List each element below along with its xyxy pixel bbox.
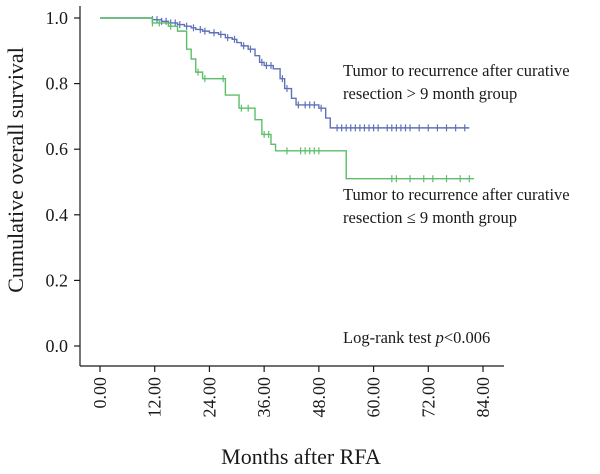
x-ticks: 0.00 12.00 24.00 36.00 48.00 60.00 72.00 84.00 (90, 366, 493, 418)
x-tick-label: 48.00 (309, 377, 329, 418)
x-tick-label: 60.00 (364, 377, 384, 418)
y-tick-label: 0.2 (46, 270, 69, 290)
log-rank-value: <0.006 (444, 328, 490, 347)
x-tick-label: 72.00 (418, 377, 438, 418)
y-tick-label: 0.0 (46, 336, 69, 356)
series-label-2: resection ≤ 9 month group (343, 208, 517, 227)
x-tick-label: 0.00 (90, 377, 110, 409)
survival-curves (100, 16, 474, 183)
y-axis-label: Cumulative overall survival (3, 47, 28, 293)
y-ticks: 0.0 0.2 0.4 0.6 0.8 1.0 (46, 8, 80, 356)
x-tick-label: 12.00 (145, 377, 165, 418)
y-tick-label: 0.6 (46, 139, 69, 159)
log-rank-prefix: Log-rank test (343, 328, 436, 347)
x-tick-label: 24.00 (199, 377, 219, 418)
y-tick-label: 1.0 (46, 8, 69, 28)
y-tick-label: 0.4 (46, 205, 69, 225)
series-label-1: resection > 9 month group (343, 84, 517, 103)
x-tick-label: 84.00 (473, 377, 493, 418)
series-label-2: Tumor to recurrence after curative (343, 185, 570, 204)
axes (79, 6, 504, 367)
x-axis-label: Months after RFA (221, 444, 381, 469)
log-rank-p: p (435, 328, 444, 347)
y-tick-label: 0.8 (46, 74, 69, 94)
survival-curve-1 (100, 17, 470, 129)
survival-curve-2 (100, 17, 474, 180)
series-labels: Tumor to recurrence after curative resect… (343, 61, 570, 227)
x-tick-label: 36.00 (254, 377, 274, 418)
log-rank-annotation: Log-rank test p<0.006 (343, 328, 490, 347)
series-label-1: Tumor to recurrence after curative (343, 61, 570, 80)
